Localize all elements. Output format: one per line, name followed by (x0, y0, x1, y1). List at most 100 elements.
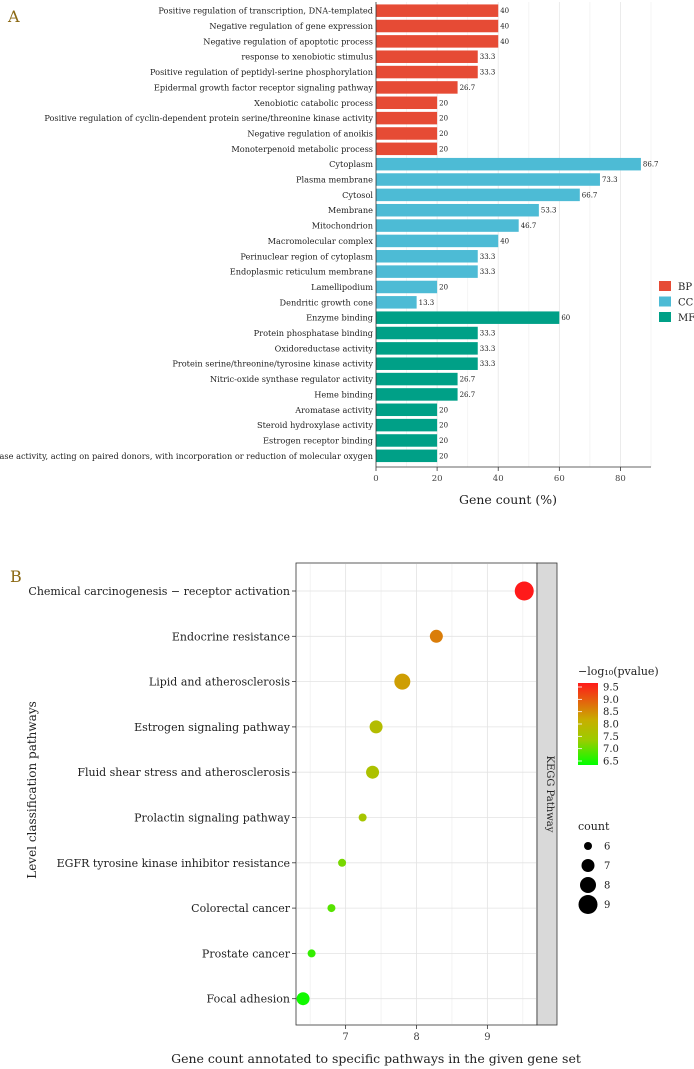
bar (376, 418, 438, 432)
x-tick-label: 80 (615, 474, 626, 484)
bar-value-label: 13.3 (419, 299, 435, 307)
bar-value-label: 40 (500, 7, 509, 15)
category-label: Cytosol (342, 190, 373, 200)
category-label: Cytoplasm (329, 159, 373, 169)
bar-value-label: 33.3 (480, 53, 496, 61)
colorbar-tick-label: 9.0 (603, 695, 619, 706)
bar (376, 280, 438, 294)
pathway-point (429, 629, 443, 643)
category-label: Plasma membrane (296, 175, 373, 185)
pathway-point (394, 673, 411, 690)
pathway-label: Lipid and atherosclerosis (149, 676, 290, 689)
category-label: Perinuclear region of cytoplasm (240, 251, 373, 261)
bar (376, 342, 478, 355)
pathway-point (369, 720, 383, 734)
bar (376, 111, 438, 125)
bar-value-label: 60 (561, 314, 570, 322)
bar (376, 234, 499, 248)
category-label: Nitric-oxide synthase regulator activity (210, 374, 373, 384)
bar (376, 142, 438, 156)
panel-b-label: B (10, 567, 22, 586)
color-legend: −log₁₀(pvalue) 9.59.08.5 8.07.57.0 6.5 (578, 665, 659, 768)
category-label: Negative regulation of gene expression (209, 21, 373, 31)
color-legend-title: −log₁₀(pvalue) (578, 665, 659, 678)
category-label: Membrane (328, 205, 373, 215)
x-tick-label: 60 (554, 474, 565, 484)
pathway-label: Prolactin signaling pathway (134, 812, 291, 825)
pathway-point (514, 581, 534, 601)
category-label: Steroid hydroxylase activity (257, 420, 373, 430)
legend-label-cc: CC (678, 298, 694, 309)
size-legend-label: 9 (604, 900, 610, 911)
bar-value-label: 33.3 (480, 345, 496, 353)
panel-a-legend: BP CC MF (659, 281, 694, 324)
pathway-point (327, 904, 336, 913)
pathway-label: Chemical carcinogenesis − receptor activ… (28, 585, 290, 598)
bar (376, 4, 499, 17)
panel-a-category-labels: Positive regulation of transcription, DN… (0, 6, 374, 461)
bar-value-label: 53.3 (541, 207, 557, 215)
pathway-label: Endocrine resistance (172, 630, 290, 643)
bar (376, 19, 499, 33)
legend-swatch-cc (659, 296, 671, 307)
bar-value-label: 46.7 (521, 222, 537, 230)
bar-value-label: 33.3 (480, 69, 496, 77)
size-legend-dot (581, 859, 595, 872)
pathway-label: Estrogen signaling pathway (134, 721, 291, 734)
bar (376, 35, 499, 48)
pathway-point (296, 992, 310, 1006)
size-legend-title: count (578, 820, 610, 833)
bar-value-label: 40 (500, 38, 509, 46)
legend-swatch-bp (659, 281, 671, 291)
category-label: Aromatase activity (294, 405, 373, 415)
colorbar-tick-label: 8.0 (603, 720, 619, 731)
bar (376, 449, 438, 463)
bar-value-label: 20 (439, 115, 448, 123)
bar (376, 403, 438, 417)
bar (376, 65, 478, 79)
bar (376, 372, 458, 386)
category-label: Negative regulation of anoikis (247, 128, 373, 138)
panel-b-gridlines (297, 564, 536, 1024)
bar (376, 250, 478, 263)
size-legend-label: 6 (604, 842, 610, 853)
bar (376, 326, 478, 340)
category-label: Xenobiotic catabolic process (254, 98, 373, 108)
bar-value-label: 20 (439, 145, 448, 153)
bar (376, 388, 458, 401)
bar (376, 434, 438, 447)
facet-strip-label: KEGG Pathway (544, 756, 555, 833)
panel-a-value-labels: 40 40 40 33.3 33.3 26.7 20 20 20 20 86.7 73.3 66.7 53… (419, 7, 659, 460)
panel-a-gridlines (406, 2, 652, 467)
category-label: Dendritic growth cone (280, 297, 374, 307)
category-label: Enzyme binding (306, 313, 373, 323)
bar (376, 357, 478, 370)
panel-a-label: A (7, 7, 20, 26)
bar-value-label: 20 (439, 130, 448, 138)
category-label: Endoplasmic reticulum membrane (230, 267, 373, 277)
size-legend-items: 6 7 8 9 (578, 842, 610, 914)
pathway-label: Prostate cancer (202, 947, 291, 960)
category-label: Epidermal growth factor receptor signali… (154, 82, 374, 92)
category-label: Negative regulation of apoptotic process (203, 36, 373, 46)
size-legend-dot (578, 895, 598, 914)
size-legend-dot (584, 842, 592, 850)
legend-swatch-mf (659, 312, 671, 322)
colorbar-tick-label: 8.5 (603, 707, 619, 718)
bar-value-label: 86.7 (643, 161, 659, 169)
bar-value-label: 33.3 (480, 253, 496, 261)
bar-value-label: 20 (439, 437, 448, 445)
category-label: Lamellipodium (311, 282, 373, 292)
x-tick-label: 0 (373, 474, 378, 484)
bar-value-label: 40 (500, 23, 509, 31)
bar-value-label: 20 (439, 422, 448, 430)
pathway-point (338, 858, 347, 867)
bar (376, 127, 438, 140)
bar-value-label: 33.3 (480, 268, 496, 276)
category-label: Protein phosphatase binding (254, 328, 373, 338)
category-label: Oxidoreductase activity (275, 343, 374, 353)
bar-value-label: 66.7 (582, 191, 598, 199)
bar-value-label: 20 (439, 406, 448, 414)
panel-b-x-axis-title: Gene count annotated to specific pathway… (171, 1051, 581, 1066)
